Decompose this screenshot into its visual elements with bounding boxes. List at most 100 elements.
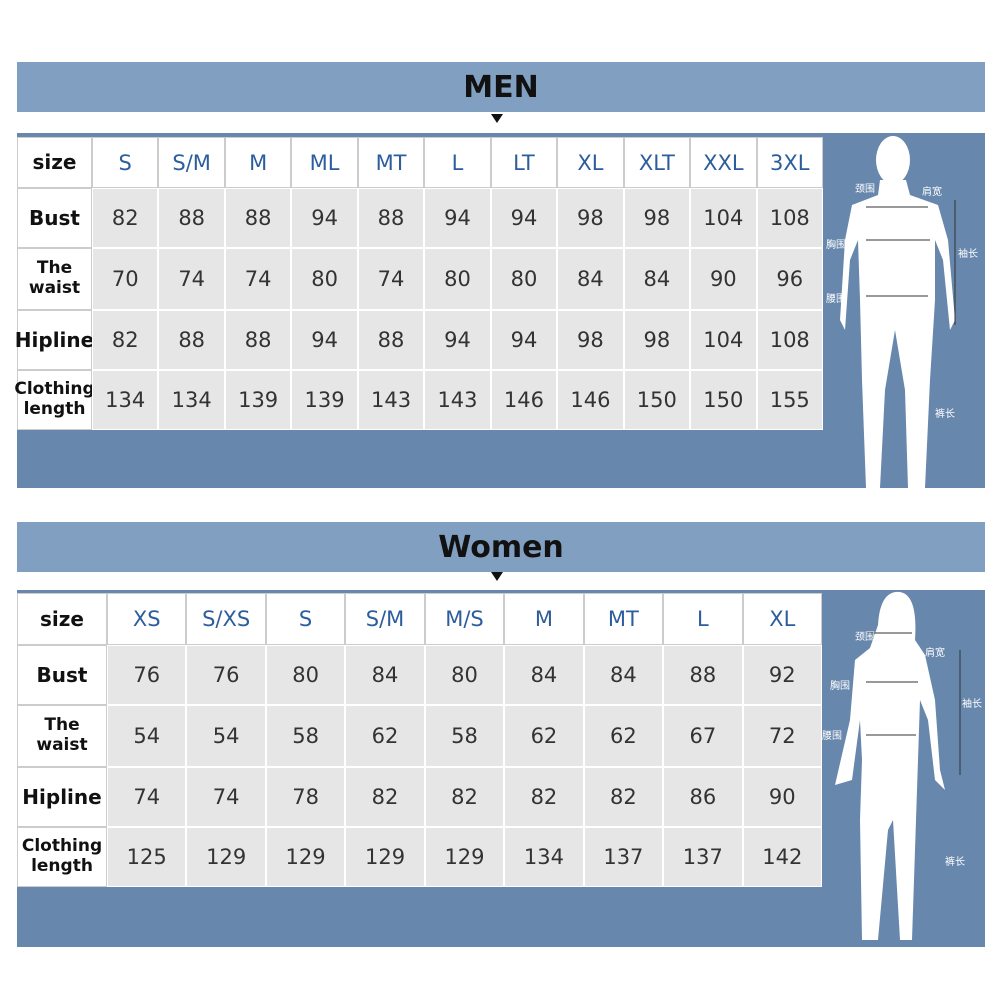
row-label: The waist bbox=[17, 248, 92, 310]
figure-label: 肩宽 bbox=[925, 648, 945, 659]
measure-cell: 134 bbox=[504, 827, 584, 887]
size-header: XLT bbox=[623, 137, 691, 188]
figure-label: 胸围 bbox=[830, 681, 850, 692]
measure-cell: 142 bbox=[742, 827, 822, 887]
women-figure bbox=[835, 591, 945, 940]
measure-cell: 146 bbox=[557, 370, 624, 430]
measure-cell: 54 bbox=[186, 705, 266, 767]
measure-cell: 129 bbox=[345, 827, 425, 887]
women-bar: Women bbox=[17, 522, 985, 572]
size-header: M bbox=[504, 593, 584, 645]
row-label: The waist bbox=[17, 705, 107, 767]
men-figure bbox=[840, 136, 955, 488]
measure-cell: 82 bbox=[345, 767, 425, 827]
measure-cell: 88 bbox=[357, 310, 425, 370]
row-label: Clothing length bbox=[17, 827, 107, 887]
header-label: size bbox=[17, 137, 92, 188]
measure-cell: 84 bbox=[623, 248, 691, 310]
measure-cell: 143 bbox=[424, 370, 491, 430]
measure-cell: 84 bbox=[583, 645, 664, 705]
measure-cell: 72 bbox=[742, 705, 822, 767]
measure-cell: 125 bbox=[107, 827, 187, 887]
measure-cell: 67 bbox=[663, 705, 743, 767]
men-bar: MEN bbox=[17, 62, 985, 112]
measure-cell: 94 bbox=[291, 310, 358, 370]
measure-cell: 150 bbox=[690, 370, 757, 430]
measure-cell: 155 bbox=[756, 370, 823, 430]
measure-cell: 108 bbox=[756, 188, 823, 248]
figure-label: 胸围 bbox=[826, 240, 846, 251]
row-label: Hipline bbox=[17, 767, 107, 827]
measure-cell: 82 bbox=[583, 767, 664, 827]
measure-cell: 84 bbox=[345, 645, 425, 705]
measure-cell: 129 bbox=[265, 827, 346, 887]
measure-cell: 98 bbox=[557, 310, 624, 370]
measure-cell: 82 bbox=[92, 188, 159, 248]
size-header: XXL bbox=[690, 137, 757, 188]
measure-cell: 88 bbox=[663, 645, 743, 705]
size-header: S/M bbox=[345, 593, 425, 645]
size-header: S/XS bbox=[186, 593, 266, 645]
measure-cell: 58 bbox=[424, 705, 505, 767]
measure-cell: 98 bbox=[623, 188, 691, 248]
figure-label: 裤长 bbox=[935, 409, 955, 420]
measure-cell: 62 bbox=[583, 705, 664, 767]
measure-cell: 74 bbox=[357, 248, 425, 310]
measure-cell: 139 bbox=[291, 370, 358, 430]
measure-cell: 70 bbox=[92, 248, 159, 310]
measure-cell: 98 bbox=[557, 188, 624, 248]
measure-cell: 94 bbox=[490, 188, 558, 248]
size-header: XS bbox=[107, 593, 187, 645]
men-title: MEN bbox=[463, 70, 539, 105]
measure-cell: 84 bbox=[557, 248, 624, 310]
measure-cell: 80 bbox=[424, 248, 491, 310]
measure-lines bbox=[866, 200, 961, 775]
measure-cell: 86 bbox=[663, 767, 743, 827]
women-title: Women bbox=[438, 530, 564, 565]
figure-label: 腰围 bbox=[826, 294, 846, 305]
measure-cell: 62 bbox=[345, 705, 425, 767]
measure-cell: 88 bbox=[224, 188, 292, 248]
measure-cell: 80 bbox=[490, 248, 558, 310]
measure-cell: 76 bbox=[186, 645, 266, 705]
size-header: MT bbox=[583, 593, 664, 645]
size-header: M bbox=[224, 137, 292, 188]
measure-cell: 88 bbox=[158, 188, 225, 248]
size-header: ML bbox=[291, 137, 358, 188]
figure-label: 袖长 bbox=[958, 249, 978, 260]
size-header: L bbox=[424, 137, 491, 188]
measure-cell: 88 bbox=[158, 310, 225, 370]
size-header: XL bbox=[742, 593, 822, 645]
measure-cell: 108 bbox=[756, 310, 823, 370]
measure-cell: 137 bbox=[583, 827, 664, 887]
measure-cell: 62 bbox=[504, 705, 584, 767]
size-header: M/S bbox=[424, 593, 505, 645]
size-header: LT bbox=[490, 137, 558, 188]
size-header: MT bbox=[357, 137, 425, 188]
figure-label: 颈围 bbox=[855, 184, 875, 195]
arrow bbox=[491, 572, 503, 581]
row-label: Bust bbox=[17, 188, 92, 248]
figure-label: 肩宽 bbox=[922, 187, 942, 198]
measure-cell: 82 bbox=[92, 310, 159, 370]
figure-label: 颈围 bbox=[855, 632, 875, 643]
arrow bbox=[491, 114, 503, 123]
header-label: size bbox=[17, 593, 107, 645]
figure-label: 裤长 bbox=[945, 857, 965, 868]
measure-cell: 94 bbox=[490, 310, 558, 370]
figure-label: 腰围 bbox=[822, 731, 842, 742]
measure-cell: 90 bbox=[690, 248, 757, 310]
size-header: L bbox=[663, 593, 743, 645]
measure-cell: 76 bbox=[107, 645, 187, 705]
measure-cell: 54 bbox=[107, 705, 187, 767]
measure-cell: 139 bbox=[224, 370, 292, 430]
measure-cell: 104 bbox=[690, 310, 757, 370]
measure-cell: 137 bbox=[663, 827, 743, 887]
measure-cell: 82 bbox=[424, 767, 505, 827]
measure-cell: 129 bbox=[186, 827, 266, 887]
measure-cell: 80 bbox=[424, 645, 505, 705]
measure-cell: 74 bbox=[107, 767, 187, 827]
measure-cell: 96 bbox=[756, 248, 823, 310]
